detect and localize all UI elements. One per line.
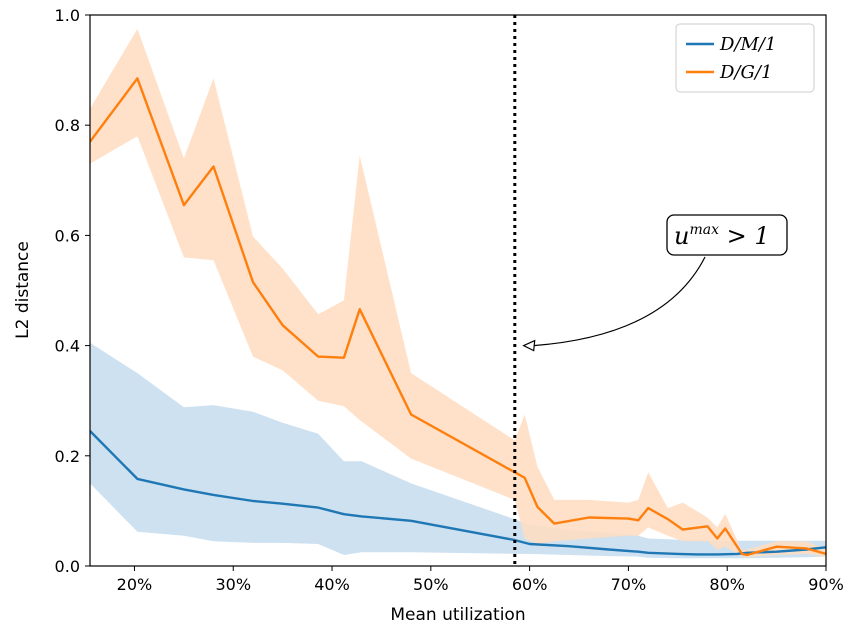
legend-label-dm1: D/M/1	[719, 34, 776, 55]
legend-label-dg1: D/G/1	[719, 62, 772, 83]
band-0	[90, 342, 826, 559]
x-tick-label: 70%	[611, 575, 647, 594]
x-tick-label: 40%	[314, 575, 350, 594]
band-1	[90, 28, 826, 558]
legend: D/M/1 D/G/1	[675, 23, 815, 93]
x-tick-label: 30%	[215, 575, 251, 594]
confidence-bands	[90, 28, 826, 559]
y-tick-label: 0.0	[55, 557, 80, 576]
annotation-box	[666, 214, 788, 256]
y-tick-label: 1.0	[55, 6, 80, 25]
x-tick-label: 90%	[808, 575, 844, 594]
axis-ticks: 20% 30% 40% 50% 60% 70% 80% 90% 0.0 0.2 0.4 0.6 0.8 1…	[55, 6, 844, 594]
x-tick-label: 20%	[117, 575, 153, 594]
annotation-arrow	[533, 256, 706, 347]
y-tick-label: 0.2	[55, 447, 80, 466]
series-lines	[90, 77, 826, 557]
x-axis-label: Mean utilization	[390, 605, 525, 625]
x-tick-label: 80%	[709, 575, 745, 594]
plot-frame	[89, 14, 827, 567]
annotation-text: umax > 1	[674, 222, 770, 250]
series-line-0	[90, 430, 826, 556]
y-tick-label: 0.6	[55, 226, 80, 245]
y-axis-label: L2 distance	[13, 241, 33, 339]
y-tick-label: 0.8	[55, 116, 80, 135]
x-tick-label: 50%	[413, 575, 449, 594]
y-tick-label: 0.4	[55, 337, 80, 356]
annotation: umax > 1	[522, 214, 788, 352]
legend-box	[675, 23, 815, 93]
series-line-1	[90, 77, 826, 557]
annotation-arrowhead	[522, 339, 536, 352]
x-tick-label: 60%	[512, 575, 548, 594]
